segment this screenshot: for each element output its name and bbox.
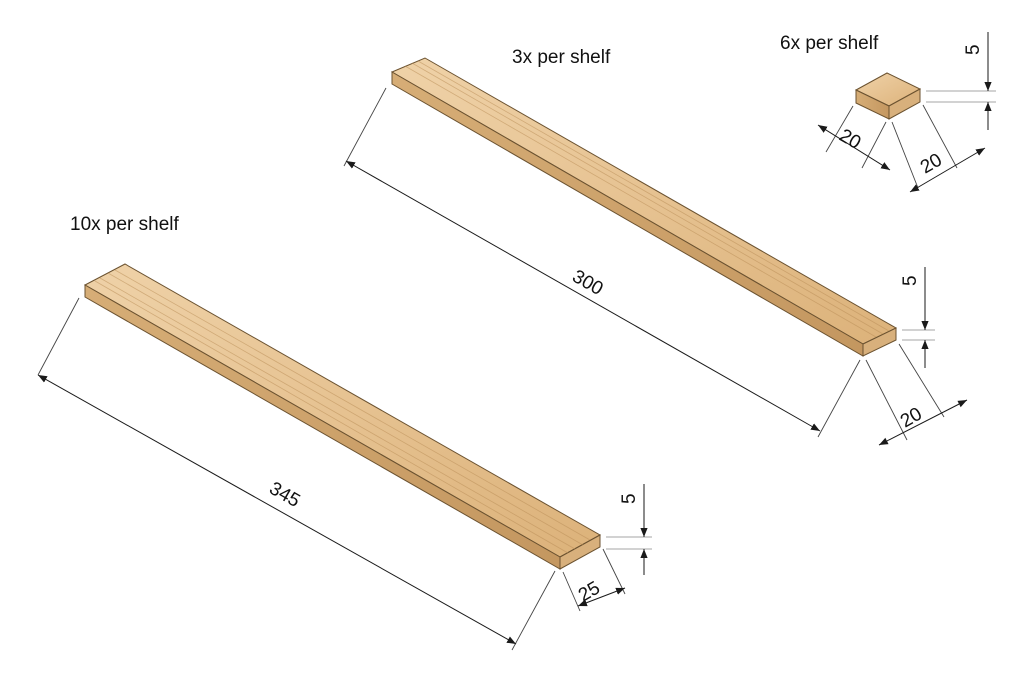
dim-text-345: 345 (266, 478, 304, 512)
quantity-label-mid-board: 3x per shelf (512, 47, 611, 68)
board-300-side-face (391, 71, 864, 357)
board-345-top-face (83, 263, 602, 558)
dimension-width-20-mid: 20 (865, 343, 968, 446)
dimension-thickness-345: 5 (606, 484, 652, 575)
dim-text-5-c: 5 (963, 44, 984, 55)
board-300-end-face (862, 327, 897, 357)
quantity-label-block: 6x per shelf (780, 33, 879, 54)
dim-text-20-block-a: 20 (836, 125, 865, 154)
dim-text-5-a: 5 (619, 493, 640, 504)
dim-text-300: 300 (569, 266, 607, 300)
board-345-side-face (84, 284, 561, 570)
dimension-thickness-block: 5 (926, 32, 996, 130)
dim-text-5-b: 5 (900, 275, 921, 286)
block-right-face (888, 88, 921, 120)
board-345 (83, 263, 602, 570)
dimension-thickness-300: 5 (900, 267, 935, 368)
dim-text-25: 25 (575, 578, 604, 607)
dimension-block-width-a: 20 (817, 105, 891, 171)
board-345-end-face (559, 534, 601, 570)
quantity-label-long-board: 10x per shelf (70, 214, 179, 235)
board-300-top-face (390, 57, 898, 345)
dimension-block-width-b: 20 (891, 104, 986, 193)
board-300 (390, 57, 898, 357)
block-20x20 (854, 72, 922, 120)
dimension-width-25: 25 (562, 548, 626, 612)
